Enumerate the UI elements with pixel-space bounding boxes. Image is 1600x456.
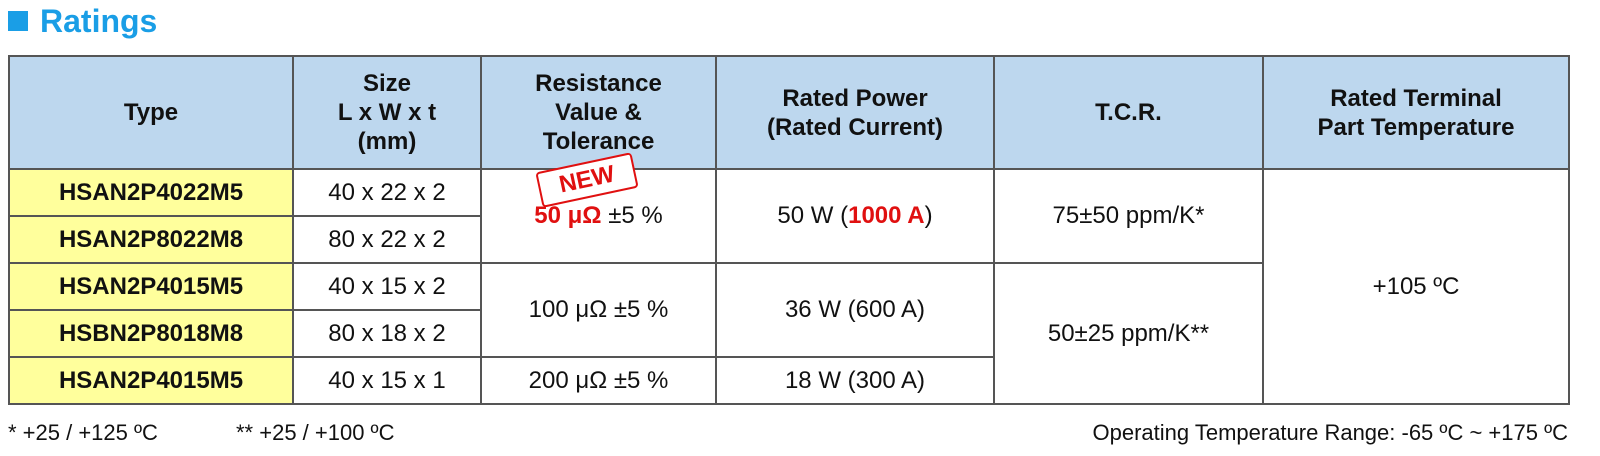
row: HSAN2P8022M8 80 x 22 x 2 [8, 215, 1569, 264]
row: HSBN2P8018M8 80 x 18 x 2 [8, 309, 1569, 358]
header-line: Tolerance [542, 128, 655, 155]
type-cell: HSBN2P8018M8 [8, 309, 294, 358]
size-cell: 40 x 15 x 1 [292, 356, 482, 405]
header-cell: Resistance Value & Tolerance [480, 55, 717, 170]
type-cell: HSAN2P8022M8 [8, 215, 294, 264]
row: HSAN2P4015M5 40 x 15 x 2 100 μΩ ±5 % 36 … [8, 262, 1569, 405]
resistance-cell: 200 μΩ ±5 % [480, 356, 717, 405]
header-line: Resistance [535, 70, 662, 97]
header-line: Value & [555, 99, 642, 126]
power-cell: 36 W (600 A) [715, 262, 995, 358]
header-line: T.C.R. [1095, 99, 1162, 126]
header-line: Part Temperature [1317, 113, 1515, 141]
header-cell: Rated Terminal Part Temperature [1262, 55, 1570, 170]
power: 36 W [784, 296, 841, 323]
footnote: * +25 / +125 ºC [8, 420, 158, 445]
header-cell: Type [8, 55, 294, 170]
size-cell: 80 x 22 x 2 [292, 215, 482, 264]
power: 50 W [777, 202, 834, 229]
header-line: Rated Terminal [1330, 84, 1502, 112]
temperature-cell: +105 ºC [1262, 168, 1570, 405]
tcr-cell: 50±25 ppm/K** [993, 262, 1264, 405]
type-cell: HSAN2P4015M5 [8, 356, 294, 405]
tolerance: ±5 % [613, 366, 669, 394]
header-row: Type Size L x W x t (mm) Resistance Value &… [8, 55, 1570, 170]
type-cell: HSAN2P4022M5 [8, 168, 294, 217]
resistance-value: 100 μΩ [528, 296, 608, 323]
power: 18 W [784, 366, 841, 394]
current: 300 A [855, 366, 918, 394]
header-line: L x W x t [337, 99, 437, 126]
current: 1000 A [848, 202, 925, 229]
size-cell: 40 x 15 x 2 [292, 262, 482, 311]
resistance-value: 200 μΩ [528, 366, 608, 394]
header-cell: Size L x W x t (mm) [292, 55, 482, 170]
tolerance: ±5 % [613, 296, 669, 323]
section-title: Ratings [8, 0, 157, 42]
footnote: ** +25 / +100 ºC [236, 420, 395, 445]
title-icon [8, 11, 28, 31]
size-cell: 80 x 18 x 2 [292, 309, 482, 358]
ratings-table: Type Size L x W x t (mm) Resistance Value &… [8, 55, 1570, 405]
row: HSAN2P4015M5 40 x 15 x 1 200 μΩ ±5 % 18 … [8, 356, 1569, 405]
header-line: (mm) [357, 128, 417, 155]
resistance-cell: 100 μΩ ±5 % [480, 262, 717, 358]
power-cell: 18 W (300 A) [715, 356, 995, 405]
title-text: Ratings [40, 2, 158, 39]
tolerance: ±5 % [608, 202, 663, 229]
size-cell: 40 x 22 x 2 [292, 168, 482, 217]
header-cell: T.C.R. [993, 55, 1264, 170]
header-line: Type [123, 99, 179, 126]
header-cell: Rated Power (Rated Current) [715, 55, 995, 170]
current: 600 A [855, 296, 918, 323]
header-line: Size [362, 70, 412, 97]
power-cell: 50 W (1000 A) [715, 168, 995, 264]
type-cell: HSAN2P4015M5 [8, 262, 294, 311]
header-line: Rated Power [782, 84, 928, 112]
header-line: (Rated Current) [766, 113, 943, 141]
operating-range: Operating Temperature Range: -65 ºC ~ +1… [1092, 420, 1569, 445]
row: HSAN2P4022M5 40 x 22 x 2 50 μΩ ±5 % 50 W… [8, 168, 1570, 405]
tcr-cell: 75±50 ppm/K* [993, 168, 1264, 264]
